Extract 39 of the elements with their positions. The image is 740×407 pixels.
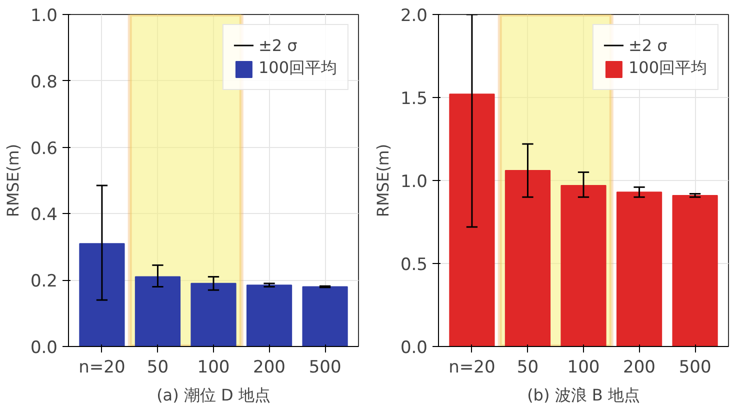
bar [672, 194, 718, 346]
bar [246, 284, 292, 346]
bar [134, 276, 181, 346]
y-tick-label: 0.6 [30, 138, 58, 159]
bar [302, 286, 348, 346]
x-tick-label: 100 [567, 358, 600, 378]
y-tick-label: 0.4 [30, 205, 58, 226]
y-tick-label: 0.0 [400, 338, 428, 358]
x-tick-label: 50 [516, 358, 539, 378]
bar [616, 192, 662, 346]
x-tick-label: 200 [253, 358, 286, 378]
bar [79, 243, 125, 346]
y-tick-label: 0.0 [30, 338, 58, 358]
bar [504, 170, 551, 346]
y-tick-label: 2.0 [400, 6, 428, 26]
x-tick-label: 100 [197, 358, 230, 378]
y-tick-label: 0.8 [30, 72, 58, 92]
legend-label: 100回平均 [628, 58, 707, 79]
bar [190, 282, 236, 346]
annotation: ±2 σ [628, 36, 668, 54]
x-tick-label: n=20 [448, 358, 496, 378]
annotation: ±2 σ [258, 36, 298, 54]
x-tick-label: 500 [308, 358, 342, 378]
x-tick-label: 500 [678, 358, 712, 378]
bar [560, 184, 606, 346]
x-tick-label: 200 [623, 358, 656, 378]
y-tick-label: 1.5 [400, 89, 428, 109]
x-axis-title: (b) 波浪 B 地点 [527, 386, 640, 404]
y-tick-label: 0.5 [400, 255, 428, 275]
x-tick-label: n=20 [78, 358, 126, 378]
x-tick-label: 50 [146, 358, 169, 378]
y-tick-label: 1.0 [30, 6, 58, 26]
y-axis-title: RMSE(m) [3, 144, 22, 218]
y-tick-label: 0.2 [30, 272, 58, 292]
bar [449, 94, 495, 346]
legend-label: 100回平均 [258, 58, 337, 79]
y-tick-label: 1.0 [400, 172, 428, 192]
y-axis-title: RMSE(m) [373, 144, 392, 218]
x-axis-title: (a) 潮位 D 地点 [156, 386, 270, 404]
